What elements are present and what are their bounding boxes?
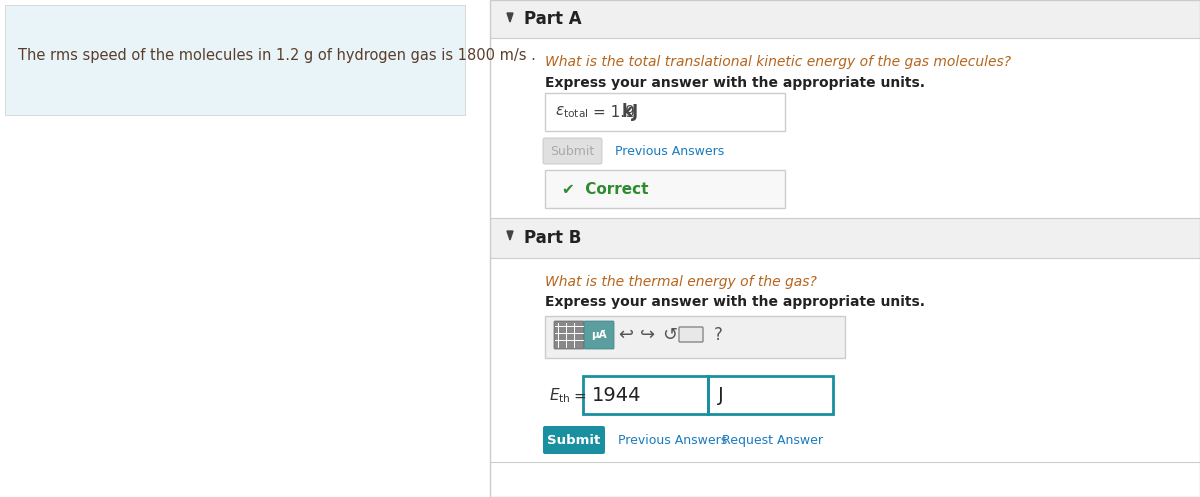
Text: The rms speed of the molecules in 1.2 g of hydrogen gas is 1800 m/s .: The rms speed of the molecules in 1.2 g … [18, 48, 536, 63]
FancyBboxPatch shape [542, 426, 605, 454]
FancyBboxPatch shape [490, 0, 1200, 38]
FancyBboxPatch shape [542, 138, 602, 164]
Text: ↪: ↪ [641, 326, 655, 344]
Text: =: = [574, 389, 586, 404]
FancyBboxPatch shape [490, 218, 1200, 258]
Text: Express your answer with the appropriate units.: Express your answer with the appropriate… [545, 76, 925, 90]
Text: $E_{\mathrm{th}}$: $E_{\mathrm{th}}$ [550, 387, 571, 406]
Text: μȦ: μȦ [592, 330, 607, 340]
Polygon shape [508, 13, 514, 22]
Text: = 1.9: = 1.9 [593, 104, 640, 119]
Text: ↺: ↺ [662, 326, 678, 344]
FancyBboxPatch shape [5, 5, 466, 115]
Text: Previous Answers: Previous Answers [616, 145, 725, 158]
Polygon shape [508, 231, 514, 240]
Text: Submit: Submit [547, 433, 601, 446]
Text: ✔  Correct: ✔ Correct [562, 181, 648, 196]
Text: ↩: ↩ [618, 326, 634, 344]
FancyBboxPatch shape [584, 321, 614, 349]
Text: Request Answer: Request Answer [722, 433, 823, 446]
FancyBboxPatch shape [554, 321, 584, 349]
FancyBboxPatch shape [708, 376, 833, 414]
Text: Previous Answers: Previous Answers [618, 433, 727, 446]
Text: What is the total translational kinetic energy of the gas molecules?: What is the total translational kinetic … [545, 55, 1012, 69]
Text: ?: ? [714, 326, 722, 344]
FancyBboxPatch shape [545, 93, 785, 131]
FancyBboxPatch shape [583, 376, 708, 414]
Text: J: J [718, 386, 724, 405]
Text: Part A: Part A [524, 10, 582, 28]
FancyBboxPatch shape [679, 327, 703, 342]
Text: 1944: 1944 [592, 386, 642, 405]
Text: Express your answer with the appropriate units.: Express your answer with the appropriate… [545, 295, 925, 309]
Text: kJ: kJ [622, 103, 640, 121]
Text: What is the thermal energy of the gas?: What is the thermal energy of the gas? [545, 275, 817, 289]
Text: Part B: Part B [524, 229, 581, 247]
Text: $\epsilon_{\mathrm{total}}$: $\epsilon_{\mathrm{total}}$ [554, 104, 589, 120]
FancyBboxPatch shape [545, 170, 785, 208]
FancyBboxPatch shape [545, 316, 845, 358]
Text: Submit: Submit [550, 145, 594, 158]
